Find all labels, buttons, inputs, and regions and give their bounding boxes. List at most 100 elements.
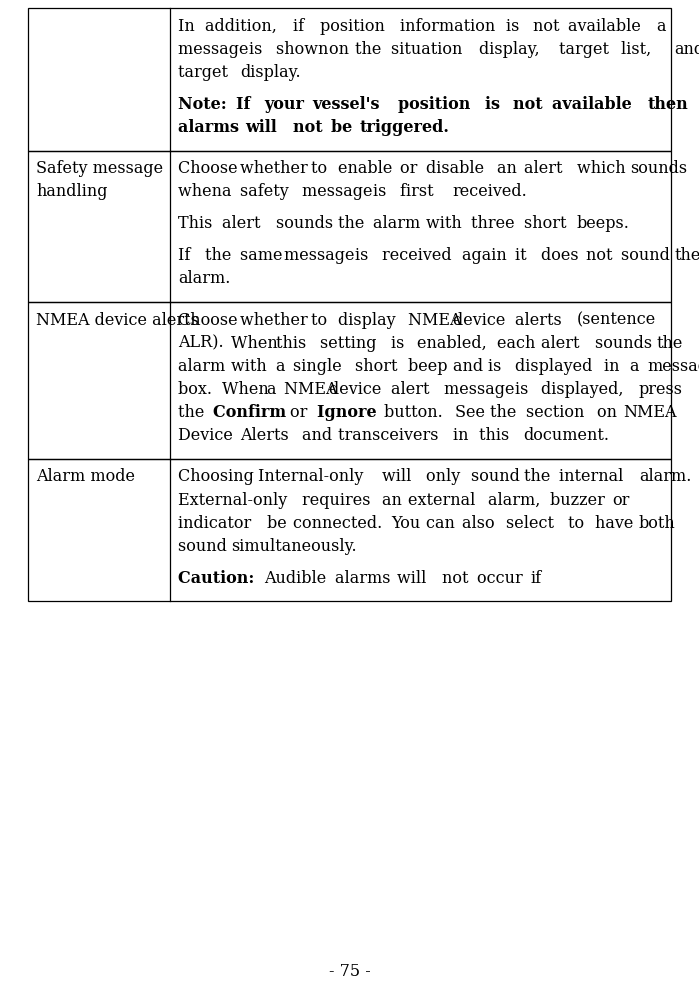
Text: a: a: [630, 358, 644, 374]
Text: this: this: [480, 427, 514, 444]
Text: button.: button.: [384, 404, 447, 421]
Text: only: only: [426, 468, 466, 485]
Text: ALR).: ALR).: [178, 335, 229, 352]
Text: External-only: External-only: [178, 492, 292, 509]
Text: is: is: [373, 183, 391, 200]
Text: and: and: [302, 427, 338, 444]
Bar: [28, 150, 671, 302]
Text: same: same: [240, 247, 288, 264]
Text: the: the: [675, 247, 699, 264]
Text: received: received: [382, 247, 456, 264]
Text: target: target: [178, 64, 233, 81]
Text: also: also: [461, 515, 499, 532]
Text: not: not: [533, 18, 564, 35]
Text: alarm.: alarm.: [178, 270, 231, 288]
Text: sound: sound: [621, 247, 675, 264]
Text: whether: whether: [240, 312, 313, 329]
Text: alert: alert: [222, 215, 266, 232]
Text: requires: requires: [302, 492, 376, 509]
Text: both: both: [639, 515, 676, 532]
Text: position: position: [398, 96, 477, 113]
Text: information: information: [400, 18, 500, 35]
Text: safety: safety: [240, 183, 294, 200]
Text: alert: alert: [391, 381, 434, 398]
Text: is: is: [391, 335, 409, 352]
Text: - 75 -: - 75 -: [329, 963, 370, 980]
Text: Safety message: Safety message: [36, 160, 163, 177]
Text: your: your: [264, 96, 310, 113]
Text: display.: display.: [240, 64, 301, 81]
Text: occur: occur: [477, 570, 528, 587]
Text: is: is: [355, 247, 374, 264]
Text: this: this: [275, 335, 311, 352]
Text: displayed: displayed: [515, 358, 598, 374]
Text: alarm.: alarm.: [639, 468, 691, 485]
Text: alarm: alarm: [373, 215, 426, 232]
Text: NMEA: NMEA: [623, 404, 677, 421]
Text: on: on: [329, 41, 354, 58]
Text: be: be: [266, 515, 291, 532]
Text: message: message: [302, 183, 377, 200]
Text: If: If: [178, 247, 196, 264]
Text: select: select: [506, 515, 559, 532]
Text: is: is: [515, 381, 533, 398]
Text: shown: shown: [275, 41, 333, 58]
Text: If: If: [236, 96, 256, 113]
Text: sounds: sounds: [275, 215, 338, 232]
Text: a: a: [656, 18, 666, 35]
Text: message: message: [444, 381, 519, 398]
Text: the: the: [490, 404, 521, 421]
Text: to: to: [311, 312, 332, 329]
Text: not: not: [586, 247, 617, 264]
Text: message: message: [648, 358, 699, 374]
Text: display,: display,: [480, 41, 545, 58]
Text: and: and: [675, 41, 699, 58]
Text: single: single: [294, 358, 347, 374]
Text: it: it: [515, 247, 532, 264]
Text: message: message: [284, 247, 360, 264]
Text: target: target: [559, 41, 614, 58]
Bar: [28, 459, 671, 602]
Text: first: first: [400, 183, 438, 200]
Text: will: will: [245, 119, 282, 136]
Text: does: does: [542, 247, 584, 264]
Text: You: You: [391, 515, 425, 532]
Text: in: in: [603, 358, 624, 374]
Text: press: press: [639, 381, 683, 398]
Text: three: three: [470, 215, 519, 232]
Text: is: is: [249, 41, 268, 58]
Text: Choose: Choose: [178, 312, 243, 329]
Text: received.: received.: [453, 183, 528, 200]
Text: (sentence: (sentence: [577, 312, 656, 329]
Bar: [28, 8, 671, 150]
Text: a: a: [222, 183, 237, 200]
Text: on: on: [596, 404, 621, 421]
Text: if: if: [294, 18, 310, 35]
Text: Alarm mode: Alarm mode: [36, 468, 135, 485]
Text: be: be: [331, 119, 358, 136]
Text: alarm: alarm: [178, 358, 231, 374]
Text: the: the: [656, 335, 683, 352]
Text: the: the: [205, 247, 236, 264]
Text: then: then: [647, 96, 689, 113]
Text: displayed,: displayed,: [542, 381, 629, 398]
Text: alert: alert: [524, 160, 568, 177]
Text: available: available: [568, 18, 646, 35]
Text: Choosing: Choosing: [178, 468, 259, 485]
Text: Device: Device: [178, 427, 238, 444]
Text: section: section: [526, 404, 589, 421]
Text: or: or: [612, 492, 630, 509]
Text: with: with: [231, 358, 272, 374]
Text: addition,: addition,: [205, 18, 282, 35]
Text: list,: list,: [621, 41, 656, 58]
Text: not: not: [442, 570, 473, 587]
Text: message: message: [178, 41, 254, 58]
Text: box.: box.: [178, 381, 217, 398]
Text: alarm,: alarm,: [489, 492, 546, 509]
Text: enable: enable: [338, 160, 397, 177]
Text: Alerts: Alerts: [240, 427, 294, 444]
Text: is: is: [484, 96, 505, 113]
Text: simultaneously.: simultaneously.: [231, 538, 356, 555]
Text: is: is: [489, 358, 507, 374]
Text: alert: alert: [542, 335, 585, 352]
